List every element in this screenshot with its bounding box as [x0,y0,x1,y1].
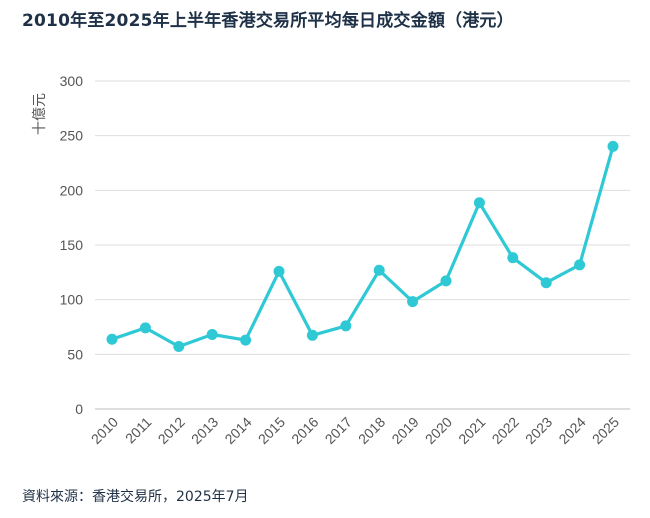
data-point [306,329,318,341]
data-point [473,197,485,209]
x-tick-label: 2017 [322,414,355,447]
x-tick-label: 2025 [589,414,622,447]
y-tick-label: 50 [67,346,83,362]
x-tick-label: 2020 [422,414,455,447]
x-tick-label: 2022 [489,414,522,447]
y-tick-label: 0 [75,401,83,417]
x-tick-label: 2024 [555,414,588,447]
data-point [240,334,252,346]
data-point [173,340,185,352]
source-note: 資料來源：香港交易所，2025年7月 [22,489,249,505]
y-axis-ticks: 0 50 100 150 200 250 300 [60,73,84,417]
data-point [106,333,118,345]
data-points [106,140,619,352]
x-tick-label: 2014 [221,414,254,447]
gridlines [95,80,630,410]
data-point [607,140,619,152]
y-tick-label: 100 [60,292,84,308]
data-point [273,265,285,277]
x-tick-label: 2019 [388,414,421,447]
y-tick-label: 300 [60,73,84,89]
data-point [440,275,452,287]
x-tick-label: 2012 [155,414,188,447]
data-point [139,322,151,334]
x-tick-label: 2011 [122,414,155,447]
x-tick-label: 2023 [522,414,555,447]
x-tick-label: 2021 [455,414,488,447]
x-tick-label: 2018 [355,414,388,447]
y-tick-label: 250 [60,128,84,144]
data-point [507,252,519,264]
data-point [340,320,352,332]
data-point [540,277,552,289]
x-tick-label: 2015 [255,414,288,447]
data-point [407,296,419,308]
data-point [574,259,586,271]
y-axis-label: 十億元 [32,93,48,135]
y-tick-label: 200 [60,182,84,198]
data-point [373,264,385,276]
x-tick-label: 2013 [188,414,221,447]
x-tick-label: 2010 [88,414,121,447]
chart-title: 2010年至2025年上半年香港交易所平均每日成交金額（港元） [22,11,514,31]
x-axis-ticks: 2010 2011 2012 2013 2014 2015 2016 2017 2018 2019… [88,414,622,447]
series-line [111,145,615,349]
data-point [206,329,218,341]
y-tick-label: 150 [60,237,84,253]
x-tick-label: 2016 [288,414,321,447]
